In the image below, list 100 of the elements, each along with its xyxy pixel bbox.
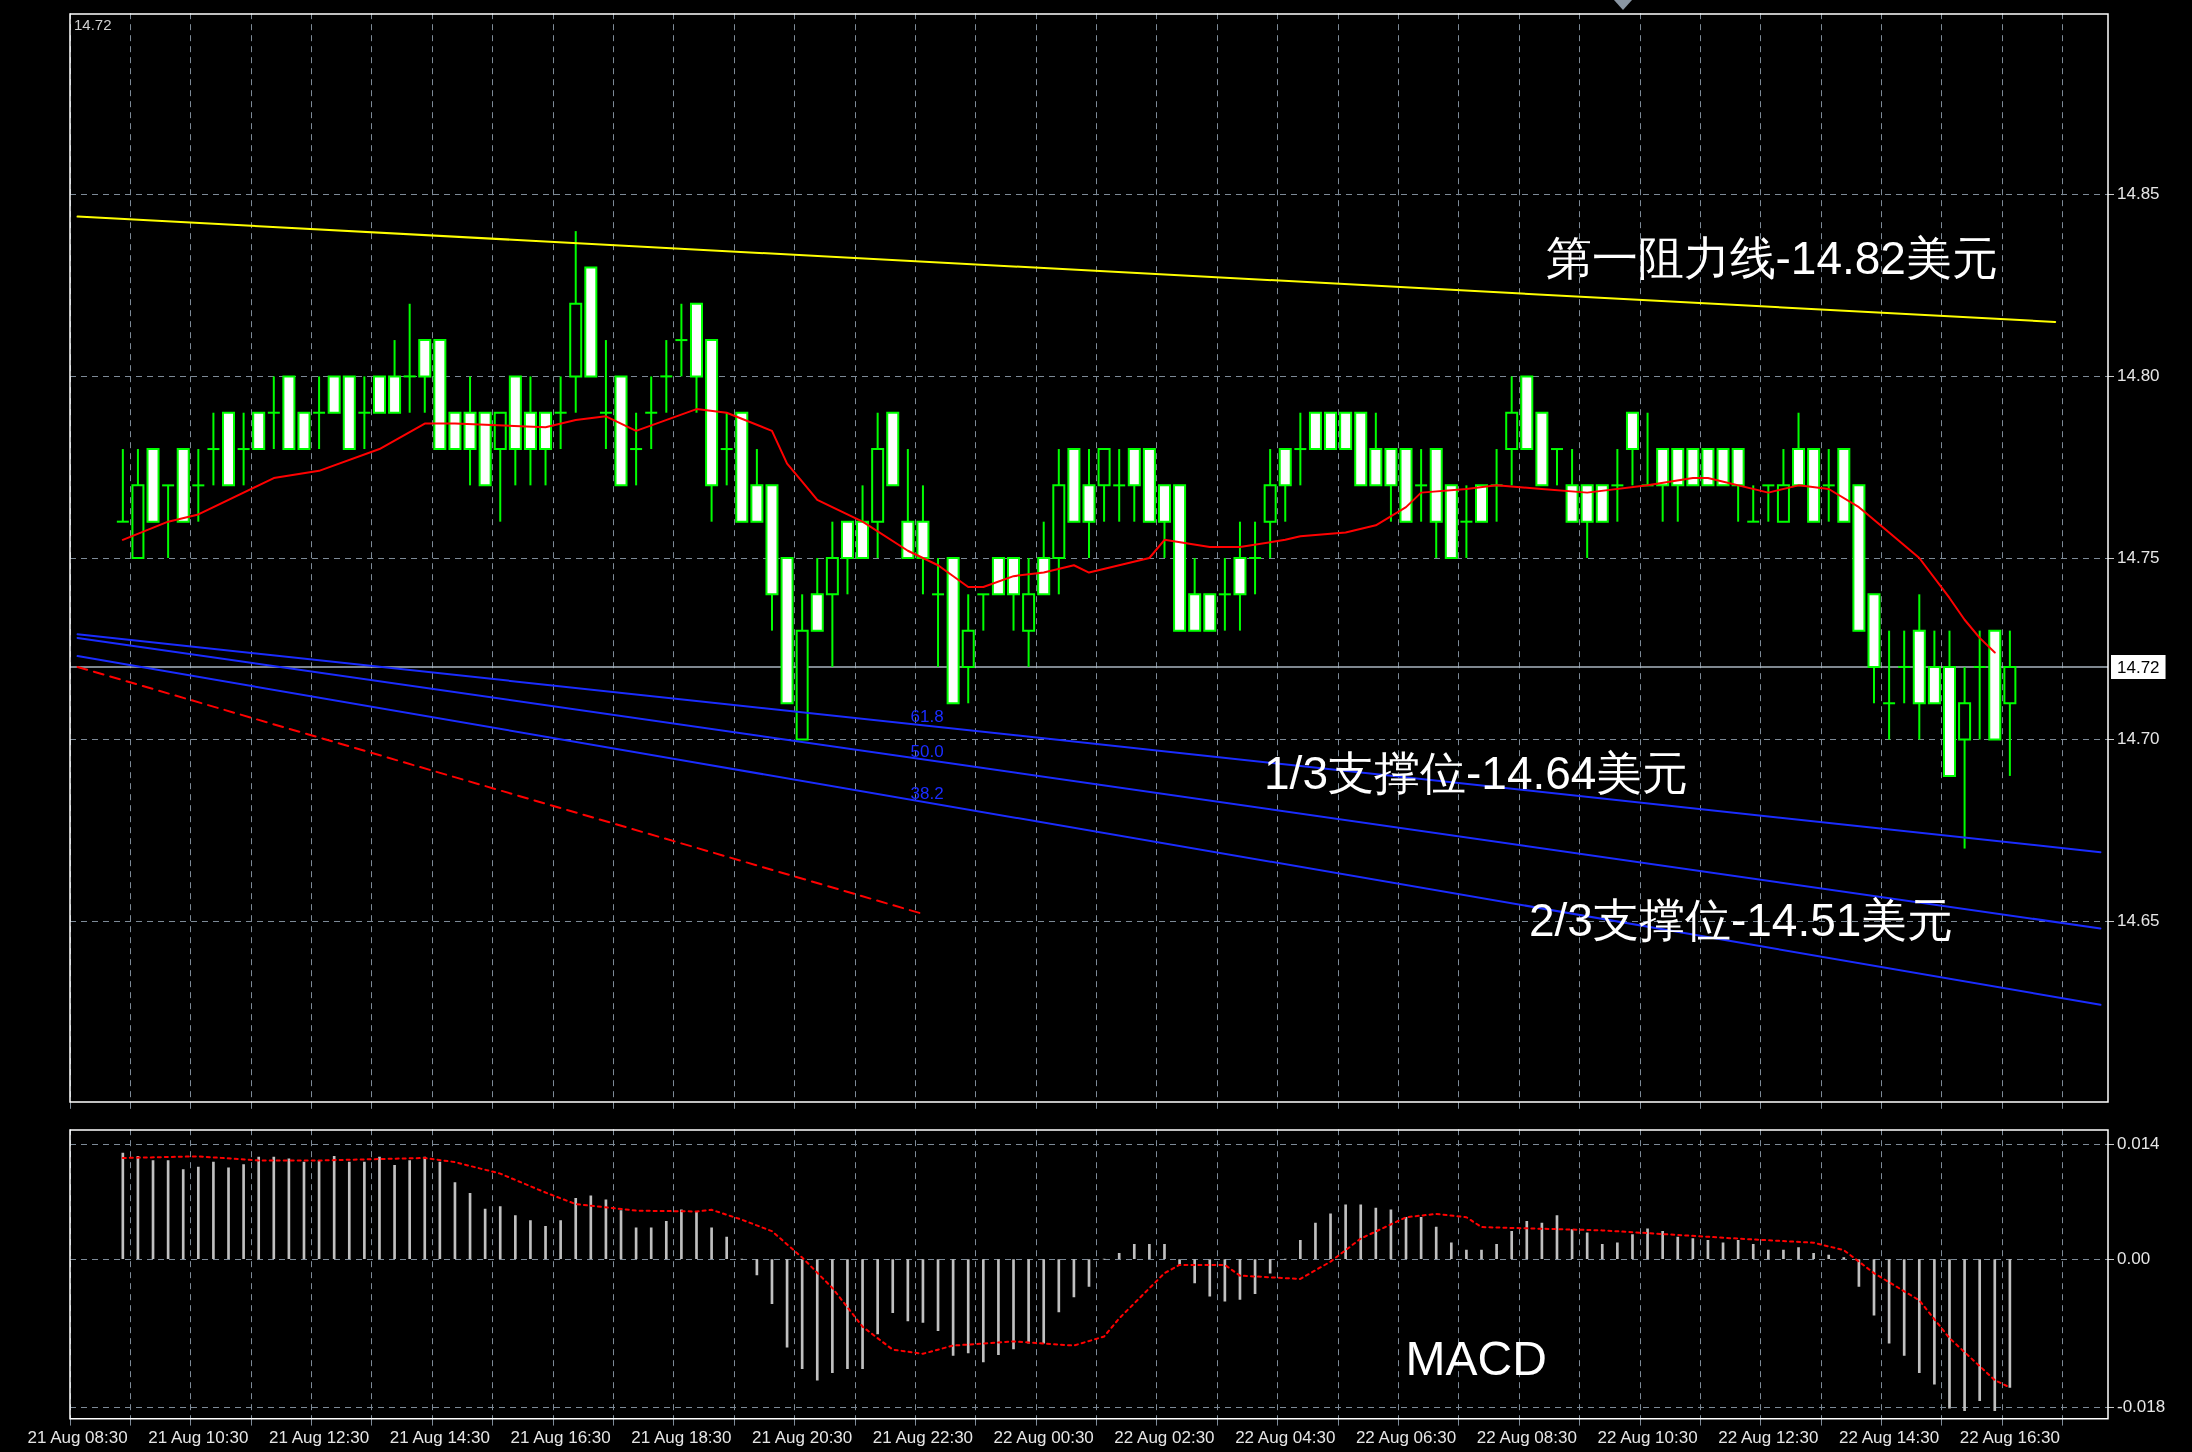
bar xyxy=(196,1166,200,1260)
candlestick xyxy=(237,411,250,487)
bar xyxy=(423,1156,427,1260)
bar xyxy=(876,1259,879,1335)
candlestick xyxy=(162,484,175,559)
bar xyxy=(332,1156,336,1260)
candlestick xyxy=(645,375,658,451)
bar xyxy=(498,1206,502,1260)
candlestick xyxy=(977,593,990,632)
bar xyxy=(1359,1204,1363,1260)
candlestick xyxy=(630,411,643,487)
candlestick xyxy=(599,339,612,451)
annotation: 第一阻力线-14.82美元 xyxy=(1545,232,1998,285)
bar xyxy=(408,1160,411,1260)
bar xyxy=(1299,1239,1302,1260)
bar xyxy=(1480,1249,1483,1260)
bar xyxy=(1585,1232,1589,1260)
annotation: 14.72 xyxy=(74,15,112,33)
bar xyxy=(891,1259,895,1313)
bar xyxy=(1600,1244,1604,1260)
bar xyxy=(1027,1259,1030,1344)
ref-line-label: 14.72 xyxy=(2117,657,2160,677)
bar xyxy=(1978,1259,1982,1402)
bar xyxy=(861,1259,864,1369)
bar xyxy=(1510,1230,1514,1260)
y-tick-label: -0.018 xyxy=(2117,1396,2166,1416)
bar xyxy=(393,1165,396,1260)
y-tick-label: 14.65 xyxy=(2117,910,2160,930)
bar xyxy=(831,1259,834,1374)
bar xyxy=(649,1227,653,1260)
bar xyxy=(574,1197,578,1260)
x-tick-label: 22 Aug 16:30 xyxy=(1959,1428,2060,1448)
bar xyxy=(1948,1259,1951,1409)
bar xyxy=(378,1156,381,1260)
bar xyxy=(1646,1228,1649,1260)
x-tick-label: 21 Aug 18:30 xyxy=(631,1428,732,1448)
bar xyxy=(1767,1249,1770,1260)
bar xyxy=(800,1259,804,1369)
bar xyxy=(664,1221,668,1260)
bar xyxy=(347,1161,351,1260)
bar xyxy=(1525,1221,1529,1260)
candlestick xyxy=(313,375,326,451)
bar xyxy=(1208,1259,1212,1297)
x-tick-label: 22 Aug 00:30 xyxy=(993,1428,1094,1448)
candlestick xyxy=(554,375,567,451)
bar xyxy=(1631,1234,1634,1260)
bar xyxy=(514,1215,517,1260)
bar xyxy=(1917,1259,1921,1374)
candlestick xyxy=(1898,629,1911,705)
bar xyxy=(1329,1213,1332,1260)
x-tick-label: 21 Aug 16:30 xyxy=(510,1428,611,1448)
bar xyxy=(242,1164,245,1260)
bar xyxy=(815,1259,819,1381)
candlestick xyxy=(116,448,129,523)
bar xyxy=(695,1211,698,1260)
bar xyxy=(1616,1242,1619,1260)
bar xyxy=(1827,1254,1831,1260)
bar xyxy=(1661,1230,1664,1260)
candlestick xyxy=(1762,484,1775,523)
y-tick-label: 14.75 xyxy=(2117,547,2160,567)
candlestick xyxy=(1973,629,1986,741)
x-tick-label: 21 Aug 14:30 xyxy=(389,1428,490,1448)
bar xyxy=(363,1161,366,1260)
candlestick xyxy=(1113,448,1126,523)
bar xyxy=(1993,1259,1997,1411)
y-tick-label: 14.85 xyxy=(2117,184,2160,204)
x-tick-label: 21 Aug 12:30 xyxy=(268,1428,370,1448)
text: MACD xyxy=(1405,1331,1547,1385)
candlestick xyxy=(1883,629,1896,741)
candlestick xyxy=(192,448,205,523)
bar xyxy=(1902,1259,1906,1356)
bar xyxy=(846,1259,849,1369)
bar xyxy=(1933,1259,1936,1385)
candlestick xyxy=(1415,448,1428,523)
bar xyxy=(272,1156,276,1260)
x-tick-label: 22 Aug 06:30 xyxy=(1355,1428,1457,1448)
y-tick-label: 14.70 xyxy=(2117,729,2160,749)
bar xyxy=(1193,1259,1196,1284)
x-tick-label: 22 Aug 12:30 xyxy=(1718,1428,1819,1448)
bar xyxy=(1782,1249,1785,1260)
bar xyxy=(1495,1244,1498,1260)
candlestick xyxy=(720,411,733,487)
bar xyxy=(1434,1226,1438,1260)
y-tick-label: 0.014 xyxy=(2117,1133,2160,1153)
line-series xyxy=(121,1155,2011,1389)
bar xyxy=(257,1156,261,1260)
bar xyxy=(966,1259,970,1354)
x-tick-label: 22 Aug 10:30 xyxy=(1597,1428,1698,1448)
bar xyxy=(1042,1259,1046,1344)
bar xyxy=(982,1259,985,1363)
bar xyxy=(1163,1244,1166,1260)
candlestick xyxy=(1218,557,1231,632)
bar xyxy=(1676,1236,1680,1260)
candlestick xyxy=(1550,448,1563,487)
bar xyxy=(529,1220,532,1260)
bar xyxy=(1012,1259,1015,1350)
bar xyxy=(559,1220,562,1260)
candlestick xyxy=(932,557,945,668)
candlestick xyxy=(1460,484,1473,559)
bar xyxy=(1465,1249,1468,1260)
